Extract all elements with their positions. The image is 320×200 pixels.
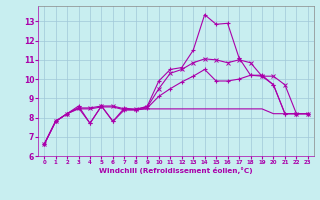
- X-axis label: Windchill (Refroidissement éolien,°C): Windchill (Refroidissement éolien,°C): [99, 167, 253, 174]
